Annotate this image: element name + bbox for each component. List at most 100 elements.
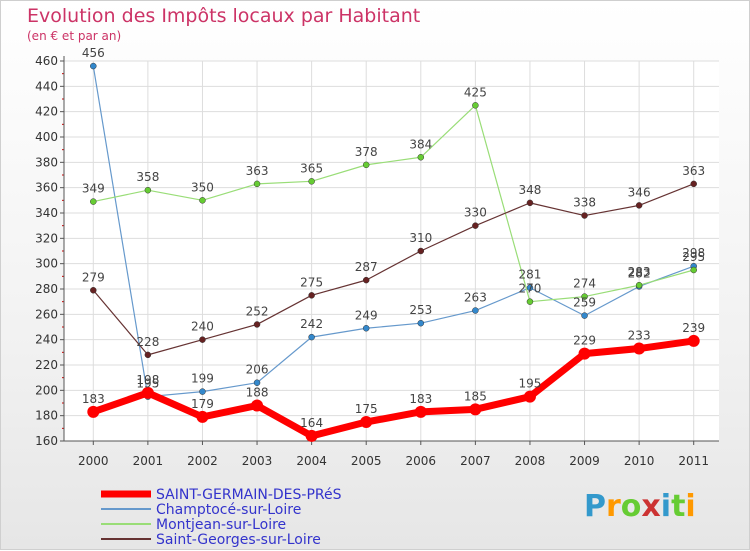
data-label: 348 — [519, 183, 542, 197]
data-label: 252 — [246, 304, 269, 318]
data-label: 346 — [628, 185, 651, 199]
data-point — [196, 410, 209, 423]
data-label: 338 — [573, 196, 596, 210]
data-point — [141, 386, 154, 399]
x-tick-label: 2006 — [406, 454, 437, 468]
data-label: 281 — [519, 268, 542, 282]
data-label: 263 — [464, 291, 487, 305]
data-point — [690, 180, 697, 188]
series-line-0 — [92, 65, 694, 398]
legend-label: SAINT-GERMAIN-DES-PRéS — [156, 487, 342, 503]
data-point — [144, 351, 152, 359]
data-point — [253, 379, 261, 386]
data-point — [633, 342, 646, 355]
data-point — [526, 199, 534, 207]
data-label: 358 — [136, 170, 159, 184]
data-point — [526, 298, 534, 305]
logo-letter: r — [606, 489, 621, 524]
data-label: 253 — [409, 303, 432, 317]
data-label: 164 — [300, 416, 323, 430]
legend-label: Montjean-sur-Loire — [156, 517, 286, 533]
series-line-2 — [92, 183, 694, 356]
data-point — [469, 403, 482, 416]
data-point — [635, 281, 643, 289]
data-label: 233 — [628, 329, 651, 343]
x-tick-label: 2002 — [187, 454, 218, 468]
legend-label: Champtocé-sur-Loire — [156, 502, 301, 518]
x-tick-label: 2000 — [78, 454, 109, 468]
x-tick-label: 2003 — [242, 454, 273, 468]
data-label: 365 — [300, 161, 323, 175]
data-label: 349 — [82, 182, 105, 196]
chart-subtitle: (en € et par an) — [27, 29, 122, 43]
y-tick-label: 240 — [35, 333, 58, 347]
logo-letter: i — [685, 489, 696, 524]
series-line-1 — [93, 104, 694, 303]
data-label: 330 — [464, 206, 487, 220]
y-tick-label: 440 — [35, 79, 58, 93]
data-label: 259 — [573, 296, 596, 310]
x-tick-label: 2010 — [624, 454, 655, 468]
y-tick-label: 200 — [35, 383, 58, 397]
logo-letter: o — [620, 489, 642, 524]
y-tick-label: 420 — [35, 105, 58, 119]
data-point — [523, 390, 536, 403]
data-point — [414, 405, 427, 418]
y-tick-label: 380 — [35, 155, 58, 169]
data-point — [144, 186, 152, 194]
x-tick-label: 2005 — [351, 454, 382, 468]
y-tick-label: 360 — [35, 181, 58, 195]
data-point — [199, 388, 206, 395]
data-label: 310 — [409, 231, 432, 245]
chart-title: Evolution des Impôts locaux par Habitant — [27, 5, 421, 27]
data-label: 295 — [682, 250, 705, 264]
data-point — [308, 292, 315, 299]
data-label: 240 — [191, 320, 214, 334]
data-point — [690, 266, 697, 274]
data-label: 378 — [355, 145, 378, 159]
data-label: 188 — [246, 386, 269, 400]
data-point — [362, 276, 370, 284]
x-tick-label: 2004 — [296, 454, 327, 468]
data-point — [472, 307, 479, 314]
data-label: 198 — [136, 373, 159, 387]
legend-label: Saint-Georges-sur-Loire — [156, 532, 321, 548]
logo-letter: t — [671, 489, 686, 524]
data-label: 283 — [628, 265, 651, 279]
data-label: 279 — [82, 270, 105, 284]
data-point — [635, 202, 643, 209]
data-point — [360, 416, 373, 428]
data-point — [199, 197, 206, 204]
data-point — [199, 336, 206, 343]
logo-letter: x — [641, 489, 661, 524]
proxiti-logo: Proxiti — [584, 489, 696, 524]
y-tick-label: 260 — [35, 307, 58, 321]
data-point — [581, 212, 588, 219]
data-point — [417, 154, 425, 161]
y-tick-label: 400 — [35, 130, 58, 144]
data-label: 275 — [300, 275, 323, 289]
data-label: 363 — [682, 164, 705, 178]
x-tick-label: 2009 — [569, 454, 600, 468]
y-tick-label: 280 — [35, 282, 58, 296]
data-label: 384 — [409, 137, 432, 151]
logo-letter: i — [660, 489, 672, 524]
data-label: 282 — [628, 266, 651, 280]
data-point — [90, 62, 97, 70]
series-line-3 — [92, 337, 695, 440]
data-label: 242 — [300, 317, 323, 331]
data-point — [687, 334, 700, 347]
x-tick-label: 2011 — [678, 454, 709, 468]
data-point — [90, 198, 97, 205]
data-point — [308, 333, 315, 341]
y-tick-label: 340 — [35, 206, 58, 220]
data-point — [87, 405, 100, 418]
data-label: 179 — [191, 397, 214, 411]
x-tick-label: 2001 — [133, 454, 164, 468]
data-point — [253, 180, 261, 188]
data-label: 239 — [682, 321, 705, 335]
data-label: 175 — [355, 402, 378, 416]
data-point — [417, 247, 425, 255]
